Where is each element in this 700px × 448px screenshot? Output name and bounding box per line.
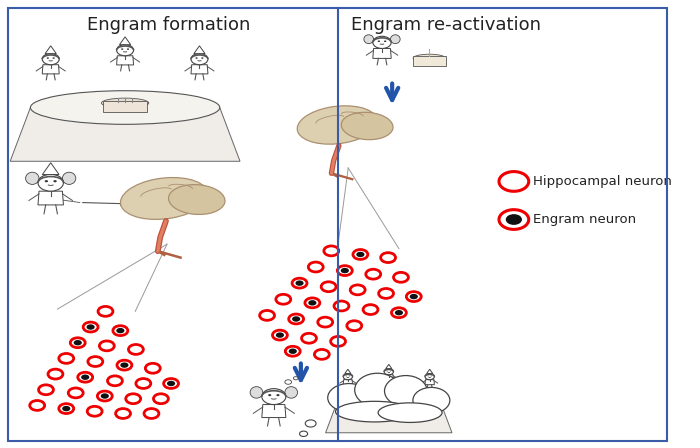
- Circle shape: [386, 370, 388, 371]
- Circle shape: [395, 310, 403, 315]
- Ellipse shape: [328, 383, 370, 412]
- Circle shape: [195, 57, 197, 59]
- Circle shape: [384, 369, 393, 375]
- Circle shape: [384, 40, 386, 42]
- Ellipse shape: [169, 185, 225, 215]
- Ellipse shape: [342, 112, 393, 140]
- Polygon shape: [426, 369, 433, 374]
- Circle shape: [505, 214, 522, 225]
- Circle shape: [425, 374, 434, 379]
- Circle shape: [346, 375, 347, 376]
- Circle shape: [117, 44, 134, 56]
- Polygon shape: [191, 65, 208, 74]
- Circle shape: [305, 420, 316, 427]
- Polygon shape: [345, 369, 351, 374]
- Ellipse shape: [384, 375, 427, 406]
- Ellipse shape: [335, 401, 414, 422]
- Text: Engram re-activation: Engram re-activation: [351, 16, 541, 34]
- Circle shape: [292, 316, 300, 322]
- Ellipse shape: [26, 172, 39, 185]
- Circle shape: [262, 388, 286, 405]
- FancyBboxPatch shape: [104, 101, 147, 112]
- Circle shape: [191, 53, 208, 65]
- Circle shape: [288, 349, 297, 354]
- Circle shape: [285, 380, 292, 384]
- Circle shape: [121, 48, 123, 50]
- Polygon shape: [10, 108, 240, 161]
- Circle shape: [201, 57, 204, 59]
- Ellipse shape: [376, 398, 402, 404]
- Ellipse shape: [250, 387, 262, 398]
- Polygon shape: [120, 37, 131, 45]
- Ellipse shape: [337, 394, 441, 413]
- Ellipse shape: [355, 373, 400, 407]
- Text: Engram formation: Engram formation: [88, 16, 251, 34]
- Polygon shape: [42, 65, 60, 74]
- Circle shape: [45, 180, 48, 182]
- Circle shape: [47, 57, 49, 59]
- Circle shape: [293, 377, 298, 380]
- Polygon shape: [42, 163, 59, 175]
- Circle shape: [276, 332, 284, 338]
- Polygon shape: [373, 48, 391, 58]
- Circle shape: [120, 362, 129, 368]
- Circle shape: [343, 374, 353, 379]
- Polygon shape: [343, 379, 353, 385]
- Circle shape: [42, 53, 60, 65]
- Circle shape: [38, 174, 64, 191]
- Polygon shape: [425, 379, 434, 385]
- Ellipse shape: [413, 54, 446, 62]
- Circle shape: [116, 328, 125, 333]
- Circle shape: [87, 324, 94, 330]
- FancyBboxPatch shape: [413, 56, 446, 66]
- Circle shape: [430, 375, 432, 376]
- Polygon shape: [384, 375, 393, 380]
- Circle shape: [410, 294, 418, 299]
- Text: Engram neuron: Engram neuron: [533, 213, 636, 226]
- Circle shape: [101, 393, 109, 399]
- Circle shape: [378, 40, 380, 42]
- Polygon shape: [386, 364, 392, 369]
- Circle shape: [62, 406, 71, 411]
- Circle shape: [390, 370, 391, 371]
- Polygon shape: [326, 403, 452, 433]
- Ellipse shape: [298, 106, 377, 144]
- Ellipse shape: [62, 172, 76, 185]
- Ellipse shape: [391, 35, 400, 43]
- Circle shape: [81, 375, 90, 380]
- Circle shape: [276, 394, 279, 396]
- Circle shape: [341, 268, 349, 273]
- Circle shape: [167, 381, 175, 386]
- Polygon shape: [45, 46, 56, 54]
- Ellipse shape: [285, 387, 298, 398]
- Polygon shape: [38, 191, 64, 205]
- Circle shape: [349, 375, 350, 376]
- Circle shape: [53, 180, 57, 182]
- Ellipse shape: [102, 98, 148, 108]
- Circle shape: [300, 431, 307, 436]
- Circle shape: [268, 394, 272, 396]
- Ellipse shape: [413, 388, 450, 413]
- Circle shape: [295, 280, 304, 286]
- Text: Hippocampal neuron: Hippocampal neuron: [533, 175, 672, 188]
- Ellipse shape: [378, 403, 442, 422]
- Polygon shape: [262, 405, 286, 418]
- Polygon shape: [194, 46, 205, 54]
- Polygon shape: [117, 56, 134, 65]
- Circle shape: [127, 48, 129, 50]
- Circle shape: [52, 57, 55, 59]
- Ellipse shape: [364, 35, 374, 43]
- Circle shape: [74, 340, 82, 345]
- Circle shape: [308, 300, 316, 306]
- Ellipse shape: [30, 90, 220, 125]
- Circle shape: [356, 252, 365, 257]
- FancyBboxPatch shape: [377, 400, 400, 406]
- Ellipse shape: [120, 177, 208, 220]
- Circle shape: [373, 36, 391, 48]
